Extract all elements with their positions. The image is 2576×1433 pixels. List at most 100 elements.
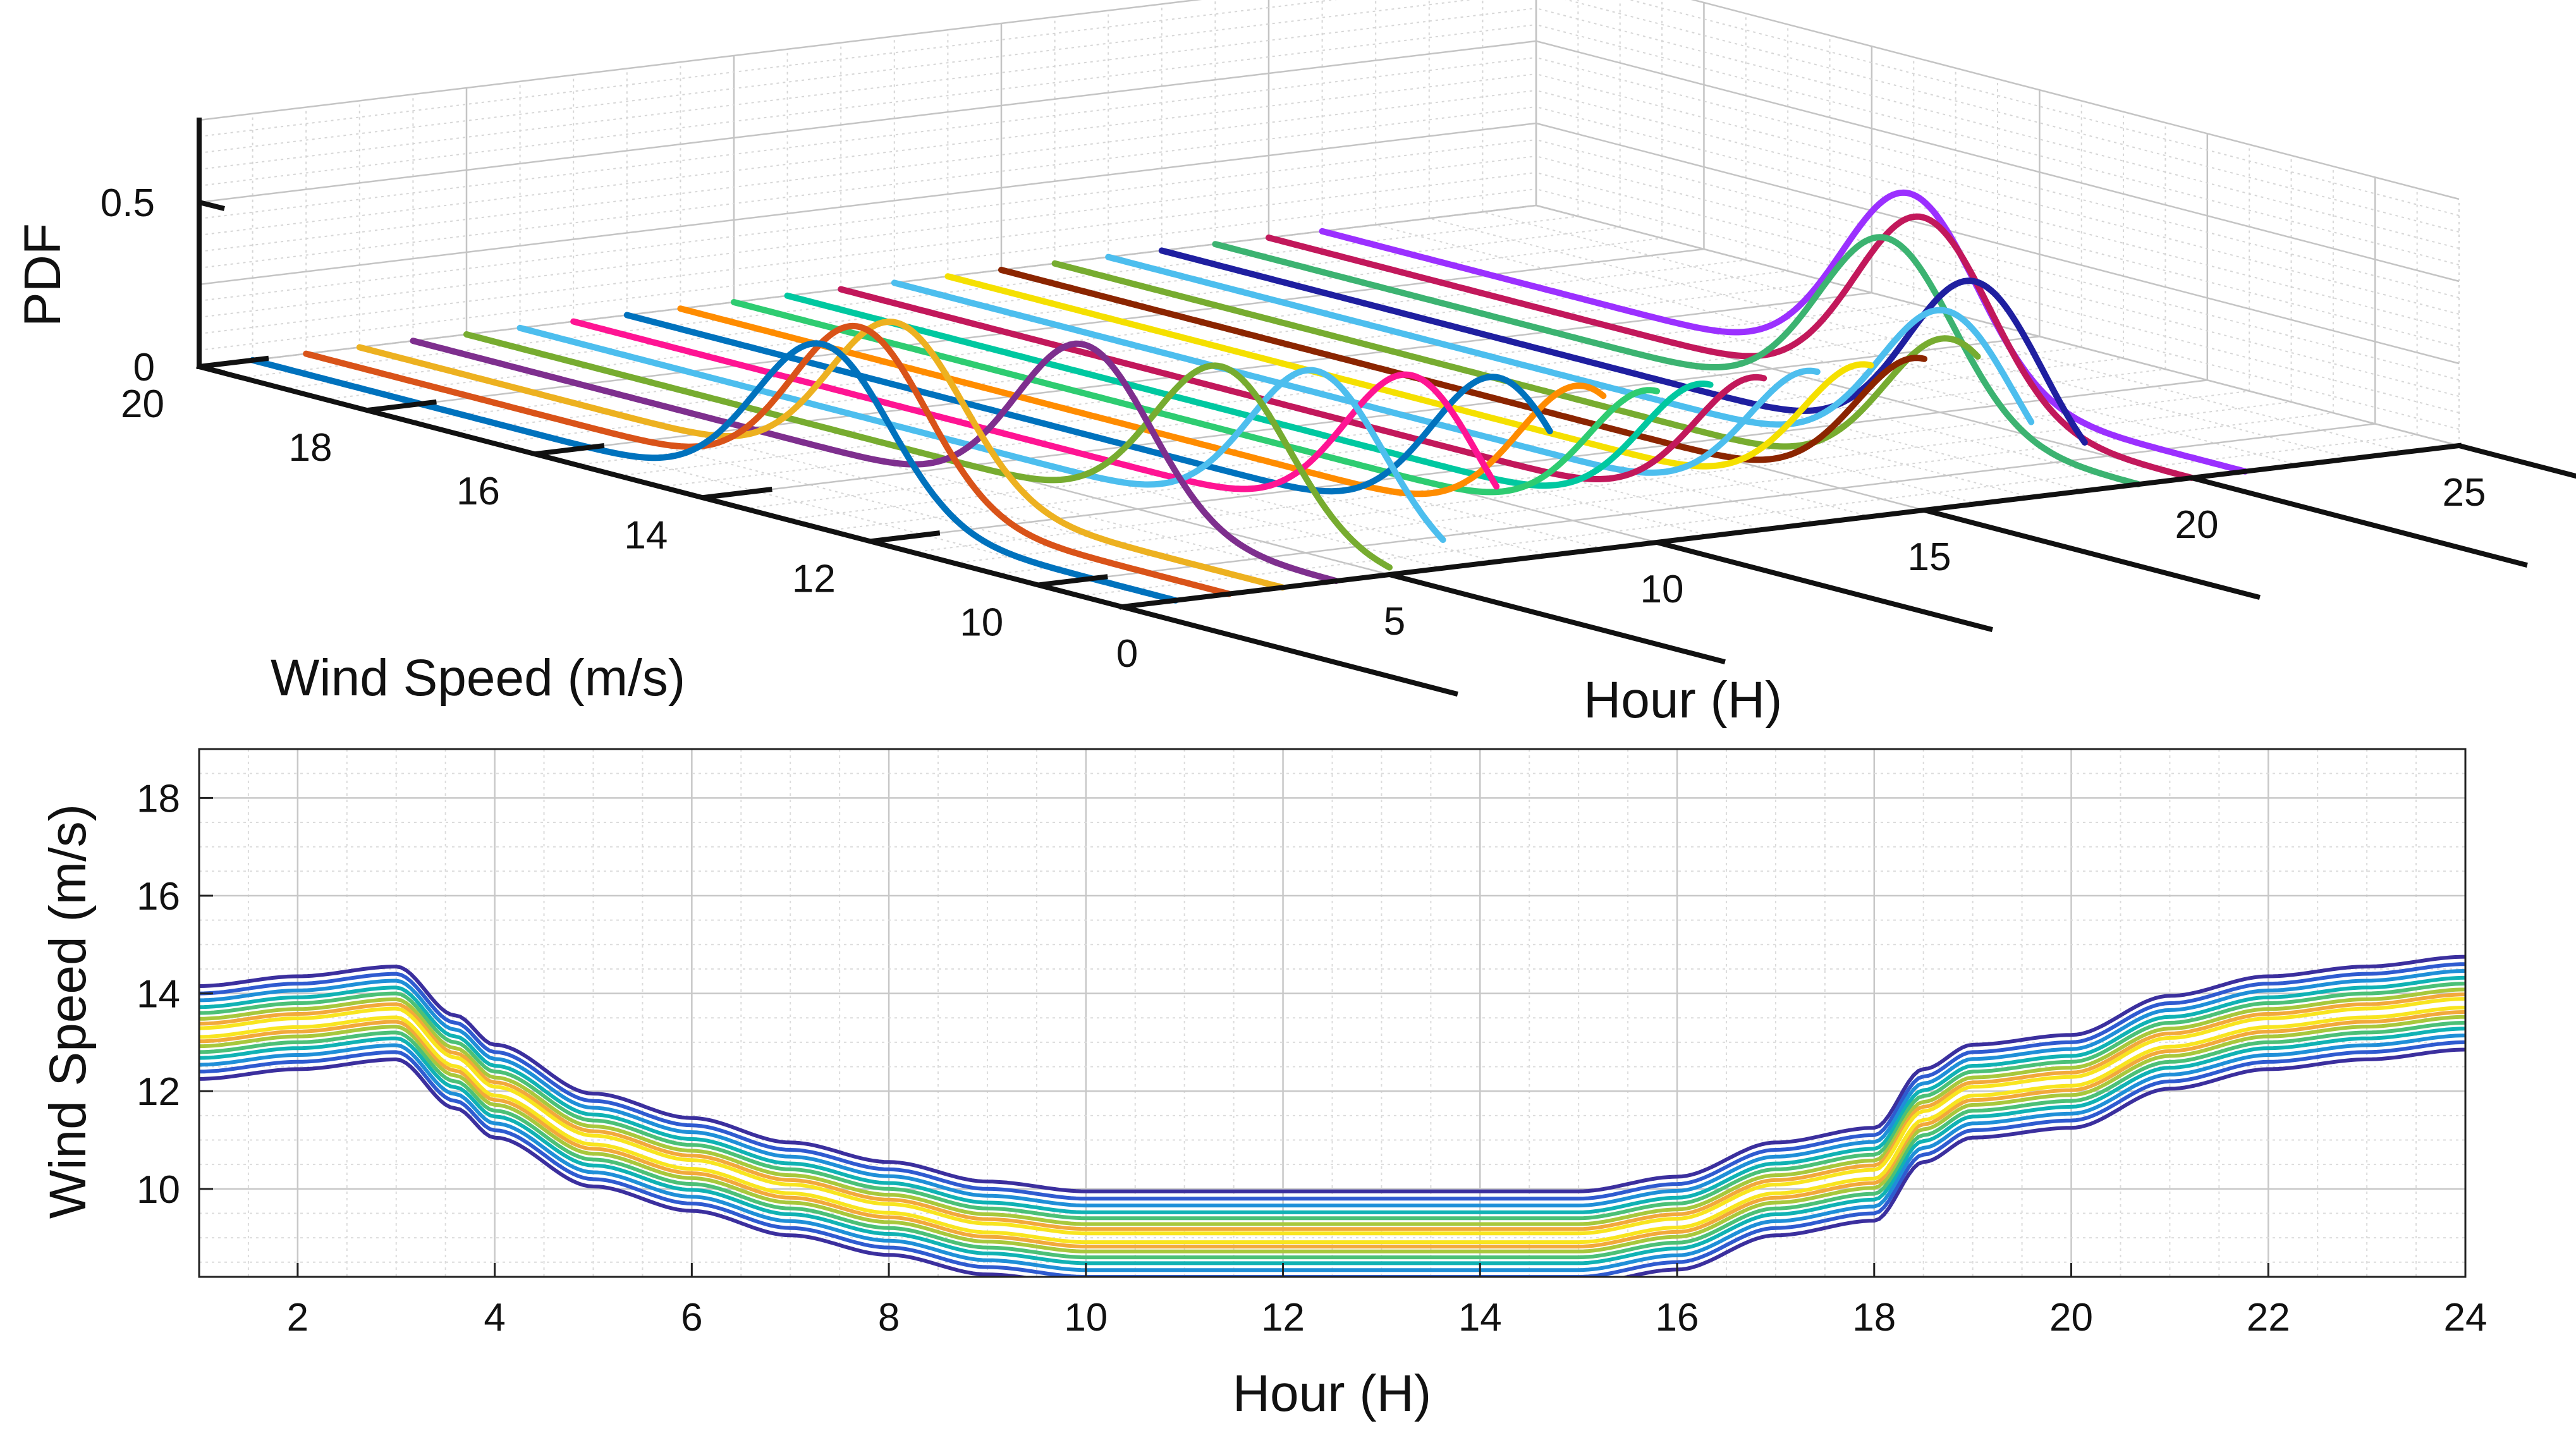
pdf-curve-4 (410, 338, 1340, 584)
pdf-tick-label: 0.5 (101, 181, 155, 225)
back-wall-gridline (198, 122, 1537, 286)
back-wall-gridline (198, 0, 1202, 121)
contour-line-upper (199, 992, 2465, 1231)
floor-gridline (1429, 217, 2353, 460)
floor-gridline (1161, 250, 2085, 492)
pdf-axis-label: PDF (14, 223, 71, 327)
wind-tick-mark (702, 487, 772, 501)
floor-gridline (840, 288, 1764, 530)
side-wall-gridline (1565, 0, 2460, 233)
pdf-curve-7 (570, 318, 1500, 492)
pdf-tick-mark (198, 364, 225, 375)
hour-tick-label: 4 (484, 1296, 505, 1339)
contour-line-lower (199, 1047, 2465, 1277)
hour-tick-label: 6 (681, 1296, 702, 1339)
wind-tick-mark (1037, 574, 1108, 588)
floor-gridline (1375, 224, 2299, 466)
floor-gridline (283, 226, 1620, 389)
floor-gridline (241, 216, 1578, 379)
wind-speed-axis-label: Wind Speed (m/s) (39, 804, 97, 1219)
hour-tick-mark (2190, 475, 2528, 568)
side-wall-gridline (1535, 40, 2460, 283)
hour-tick-label: 20 (2049, 1296, 2093, 1339)
back-wall-gridline (198, 90, 1537, 252)
side-wall-gridline (1535, 90, 2460, 331)
hour-tick-label: 24 (2444, 1296, 2487, 1339)
floor-gridline (626, 314, 1551, 556)
wind-tick-label-3d: 16 (456, 470, 500, 513)
back-wall-gridline (198, 73, 1537, 236)
floor-gridline (870, 379, 2207, 542)
axes-3d (196, 118, 2462, 610)
contour-line-lower (199, 1027, 2465, 1265)
floor-gridline (1215, 243, 2139, 485)
side-wall-gridline (1535, 57, 2460, 298)
floor-gridline (894, 282, 1818, 524)
side-wall-gridline (1535, 122, 2460, 365)
floor-gridline (492, 281, 1830, 444)
hour-axis-label: Hour (H) (1233, 1365, 1431, 1422)
contour-line-lower (199, 1040, 2465, 1277)
pdf-curve-5 (463, 331, 1393, 571)
floor-gridline (1054, 262, 1978, 504)
contour-line-lower (199, 1010, 2465, 1249)
floor-gridline (413, 340, 1336, 582)
side-wall-gridline (1628, 0, 2460, 216)
hour-tick-label: 10 (1064, 1296, 1108, 1339)
contour-line-upper (199, 982, 2465, 1221)
wind-speed-tick-label: 10 (137, 1168, 180, 1212)
hour-tick-mark (1656, 540, 1993, 633)
side-wall-gridline (1690, 0, 2460, 200)
pdf-curve-6 (516, 324, 1446, 543)
hour-tick-mark (1121, 604, 1458, 697)
pdf-curve-20 (1266, 213, 2195, 481)
floor-gridline (367, 248, 1704, 412)
contour-line-lower (199, 1015, 2465, 1253)
hour-axis-line (1119, 442, 2462, 610)
wind-speed-tick-label: 18 (137, 777, 180, 820)
hour-tick-mark (1388, 572, 1726, 665)
floor-gridline (702, 336, 2040, 499)
hour-tick-label-3d: 0 (1116, 632, 1138, 676)
contour-lines (199, 954, 2465, 1277)
wind-speed-tick-label: 14 (137, 973, 180, 1016)
pdf-curve-2 (303, 322, 1233, 597)
back-wall-gridline (198, 106, 1537, 269)
wind-tick-label-3d: 18 (288, 426, 332, 470)
contour-line-lower (199, 1021, 2465, 1260)
back-wall-gridline (198, 0, 1337, 137)
back-wall-gridline (198, 0, 1474, 154)
wind-tick-label-3d: 14 (624, 513, 668, 557)
back-wall-gridline (198, 8, 1537, 170)
hour-tick-label: 22 (2247, 1296, 2290, 1339)
hour-axis-label-3d: Hour (H) (1584, 671, 1782, 729)
floor-gridline (573, 320, 1497, 563)
wind-tick-mark (366, 399, 437, 413)
pdf-curve-14 (944, 273, 1874, 470)
hour-tick-mark (1923, 508, 2261, 601)
pdf-tick-label: 0 (133, 346, 155, 389)
back-wall-gridline (198, 40, 1537, 204)
pdf-curve-19 (1212, 234, 2142, 487)
contour-line-lower (199, 1034, 2465, 1272)
floor-gridline (1482, 211, 2406, 453)
wind-tick-mark (198, 355, 269, 369)
wind-axis-line (196, 363, 1125, 610)
wind-speed-tick-label: 16 (137, 875, 180, 918)
pdf-curve-8 (623, 312, 1553, 495)
floor-gridline (534, 291, 1872, 455)
pdf-curve-18 (1158, 247, 2088, 446)
floor-gridline (1108, 256, 2032, 498)
contour-line-upper (199, 975, 2465, 1214)
hour-tick-mark (2458, 443, 2576, 479)
floor-gridline (787, 295, 1711, 537)
contour-line-upper (199, 954, 2465, 1193)
side-wall-gridline (1535, 188, 2460, 430)
wind-tick-label-3d: 12 (792, 557, 836, 601)
wind-tick-mark (534, 442, 605, 457)
